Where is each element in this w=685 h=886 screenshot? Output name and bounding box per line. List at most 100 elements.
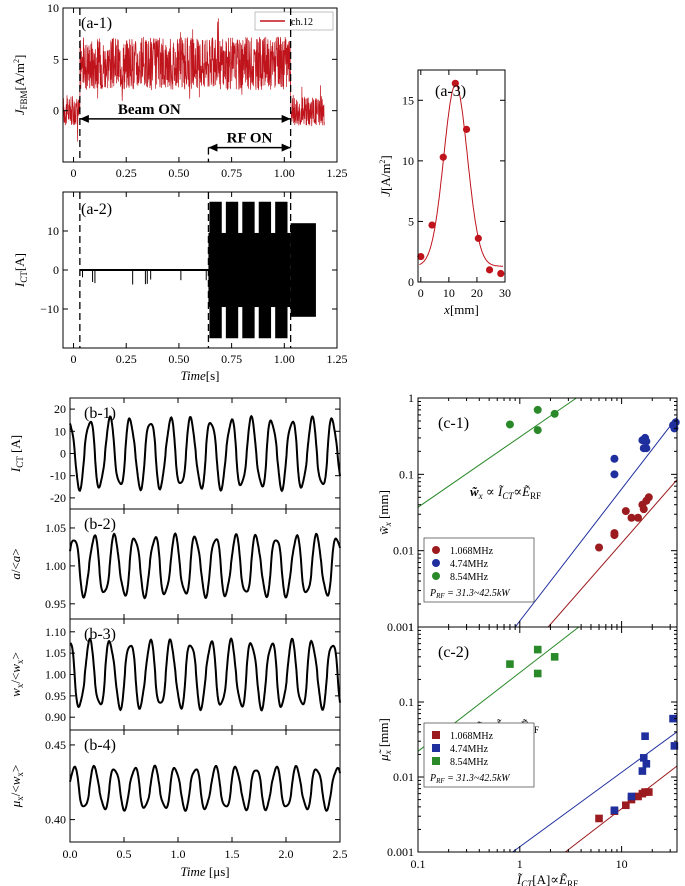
data-point [417,252,425,261]
x-tick-label: 0 [71,352,77,366]
waveform-line [69,414,341,493]
x-tick-label: 0.1 [411,857,426,871]
y-tick-label: 1 [408,620,414,634]
panel-label: (a-1) [81,15,112,32]
y-tick-label: 0.001 [387,620,414,634]
annotation-arrowhead-left [208,143,218,152]
y-tick-label: 0.40 [45,813,66,827]
data-point [474,234,482,242]
data-point [533,405,542,414]
legend-label: 4.74MHz [450,744,489,755]
panel-label: (c-1) [438,415,469,432]
panel-a1: 0 5 10 0 0.25 0.50 0.75 1.00 1.25 (a-1) JFBM[A/m2]… [12,1,348,180]
data-point [533,645,542,654]
y-tick-label: 0.1 [399,467,414,481]
x-tick-label: 0.5 [117,847,132,861]
x-tick-label: 2.0 [279,847,294,861]
panel-b2: 0.95 1.00 1.05 (b-2) a/<a> [8,508,341,620]
x-tick-label: 1.0 [171,847,186,861]
fit-line [418,398,577,508]
y-tick-label: 0 [53,263,59,277]
x-tick-label: 0.25 [116,352,137,366]
x-tick-label: 0.50 [168,166,189,180]
annotation-arrowhead-right [281,114,291,123]
waveform-line [69,532,341,600]
data-point [670,742,679,750]
x-tick-label: 0.75 [221,352,242,366]
data-point [610,531,619,540]
legend-label: 8.54MHz [450,757,489,768]
y-axis-label: JFBM[A/m2] [12,55,29,116]
legend-marker [432,572,440,580]
x-tick-label: 30 [499,286,511,300]
data-point [638,767,647,775]
legend-label-ch12: ch.12 [291,17,313,28]
y-tick-label: 0.01 [393,544,414,558]
x-tick-label: 1.00 [274,352,295,366]
panel-label: (b-2) [84,516,116,533]
y-axis-label: a/<a> [8,548,23,579]
x-tick-label: 1.25 [327,166,348,180]
x-axis-label: ĨCT[A]∝ẼRF [516,872,578,886]
data-point [669,714,677,723]
annotation-text: RF ON [227,131,273,147]
data-point [634,792,642,801]
x-tick-label: 20 [471,286,483,300]
y-axis-label: w̃x [mm] [376,490,393,535]
y-axis-label: ICT [A] [8,435,25,473]
annotation-arrowhead-left [79,114,89,123]
series-ch12-line [63,18,325,142]
y-tick-label: 1.00 [45,559,66,573]
fit-line [514,416,677,627]
data-point [621,507,630,516]
data-point [641,732,649,740]
data-point [642,444,651,453]
fit-line [547,479,677,627]
data-point [497,269,505,278]
y-axis-label: wx/<wx> [8,652,25,697]
panel-a3: 0 5 10 15 0 10 20 30 (a-3) J[A/m2] x[mm] [378,69,511,317]
x-tick-label: 0.75 [221,166,242,180]
annotation-arrowhead-right [281,143,291,152]
x-tick-label: 1.5 [225,847,240,861]
y-tick-label: 0.95 [45,597,66,611]
data-point [642,759,651,768]
legend-label: 1.068MHz [450,546,494,557]
x-axis-label: Time [μs] [180,864,229,879]
data-point [533,426,542,435]
x-tick-label: 0 [71,166,77,180]
y-tick-label: −10 [40,302,59,316]
data-point [610,470,619,479]
y-tick-label: 1.00 [45,668,66,682]
y-tick-label: 0 [53,104,59,118]
data-point [533,669,542,678]
y-tick-label: 1.05 [45,646,66,660]
x-tick-label: 10 [443,286,455,300]
y-tick-label: -20 [50,491,66,505]
x-axis-label: x[mm] [443,302,479,317]
y-tick-label: 5 [408,214,414,228]
data-point [610,806,619,815]
y-tick-label: 10 [47,1,59,15]
data-point [639,754,648,762]
plot-frame [69,729,341,843]
panel-c1: 0.001 0.01 0.1 1 (c-1) w̃x [mm] w̃x ∝ ĨCT∝ẼRF 1… [376,391,680,634]
waveform-line [69,637,341,712]
annotation-text: Beam ON [118,102,181,118]
proportionality-annotation: w̃x ∝ ĨCT∝ẼRF [470,484,541,501]
x-tick-label: 1 [517,857,523,871]
legend-marker [432,559,440,567]
signal-burst [258,201,272,339]
data-point [645,788,653,796]
x-tick-label: 1.25 [327,352,348,366]
data-point [639,505,648,514]
data-point [550,653,559,661]
panel-label: (b-1) [84,405,116,422]
data-point [550,409,559,418]
y-tick-label: 0.95 [45,689,66,703]
data-point [627,792,636,801]
x-axis-label: Time[s] [180,368,219,383]
y-tick-label: 10 [54,424,66,438]
fit-line [512,731,677,852]
